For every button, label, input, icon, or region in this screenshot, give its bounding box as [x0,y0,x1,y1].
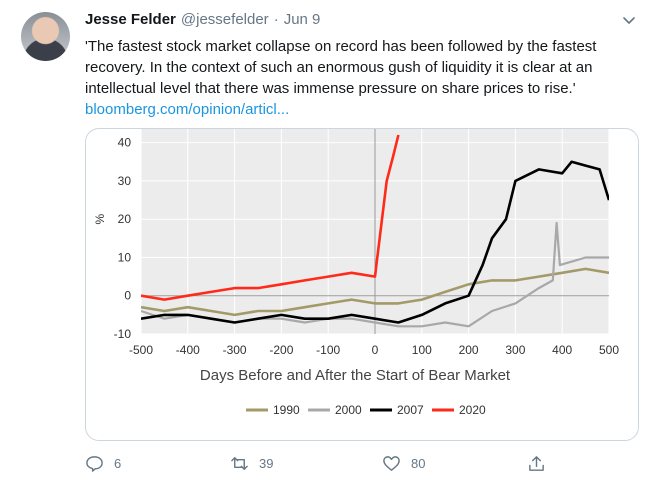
x-tick-label: 100 [412,343,432,357]
series-group [141,134,609,328]
x-tick-label: 300 [505,343,525,357]
author-name[interactable]: Jesse Felder [85,11,176,28]
tweet-text: 'The fastest stock market collapse on re… [85,36,645,120]
legend-label-2007: 2007 [397,403,424,417]
share-icon [529,456,544,471]
x-tick-label: 0 [372,343,379,357]
x-tick-label: -200 [269,343,293,357]
y-tick-label: 0 [124,289,131,303]
like-icon [383,456,400,471]
article-link[interactable]: bloomberg.com/opinion/articl... [85,101,290,118]
tweet-actions: 6 39 80 [85,454,565,476]
retweet-action[interactable]: 39 [230,454,273,473]
series-line-1990 [141,267,609,317]
tweet-body: 'The fastest stock market collapse on re… [85,38,597,97]
legend-label-2020: 2020 [459,403,486,417]
tweet-header: Jesse Felder @jessefelder · Jun 9 [85,11,320,31]
y-tick-label: 10 [118,250,132,264]
retweet-icon [231,457,248,470]
x-tick-label: 400 [552,343,572,357]
reply-action[interactable]: 6 [85,454,121,473]
x-tick-label: -100 [316,343,340,357]
media-card[interactable]: -10 0 10 20 30 40 -500 -400 -300 -200 -100 0 100 200 3… [85,128,639,441]
tweet-date[interactable]: Jun 9 [283,11,321,28]
reply-icon [86,456,103,472]
share-action[interactable] [527,454,546,473]
series-line-2020 [141,134,400,301]
retweet-count: 39 [259,456,274,471]
reply-count: 6 [114,456,122,471]
y-tick-label: 40 [118,136,132,150]
x-tick-label: -400 [176,343,200,357]
x-tick-label: 500 [599,343,619,357]
y-axis-label: % [93,214,107,225]
series-line-2007 [141,160,609,324]
x-tick-label: -500 [129,343,153,357]
legend-label-2000: 2000 [335,403,362,417]
x-tick-label: -300 [223,343,247,357]
x-tick-label: 200 [459,343,479,357]
y-tick-label: -10 [114,327,132,341]
avatar[interactable] [21,12,70,61]
author-handle[interactable]: @jessefelder [180,11,269,28]
x-axis-label: Days Before and After the Start of Bear … [200,367,511,384]
y-tick-label: 20 [118,212,132,226]
y-tick-label: 30 [118,174,132,188]
separator-dot: · [273,11,279,28]
like-count: 80 [411,456,426,471]
like-action[interactable]: 80 [382,454,425,473]
chevron-down-icon[interactable] [621,12,637,28]
legend-label-1990: 1990 [273,403,300,417]
